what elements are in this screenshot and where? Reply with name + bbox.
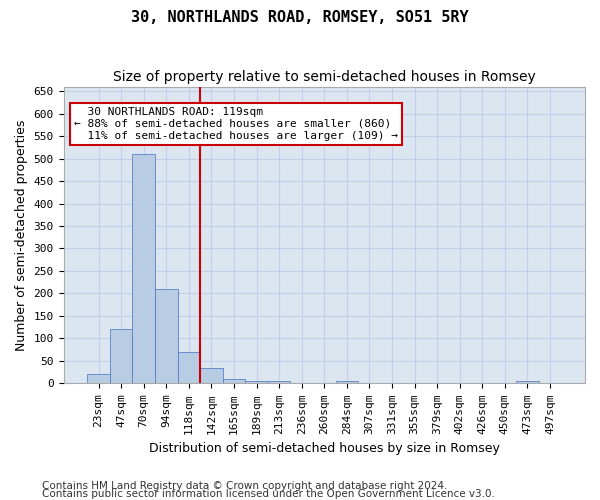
Bar [133,154,155,384]
Bar [245,381,268,384]
Title: Size of property relative to semi-detached houses in Romsey: Size of property relative to semi-detach… [113,70,536,84]
Bar [268,381,290,384]
Text: 30 NORTHLANDS ROAD: 119sqm  
← 88% of semi-detached houses are smaller (860)
  1: 30 NORTHLANDS ROAD: 119sqm ← 88% of semi… [74,108,398,140]
Bar [155,289,178,384]
Bar [110,330,133,384]
Text: 30, NORTHLANDS ROAD, ROMSEY, SO51 5RY: 30, NORTHLANDS ROAD, ROMSEY, SO51 5RY [131,10,469,25]
Bar [516,381,539,384]
Bar [87,374,110,384]
Bar [200,368,223,384]
X-axis label: Distribution of semi-detached houses by size in Romsey: Distribution of semi-detached houses by … [149,442,500,455]
Bar [223,379,245,384]
Bar [335,381,358,384]
Text: Contains HM Land Registry data © Crown copyright and database right 2024.: Contains HM Land Registry data © Crown c… [42,481,448,491]
Y-axis label: Number of semi-detached properties: Number of semi-detached properties [15,120,28,350]
Text: Contains public sector information licensed under the Open Government Licence v3: Contains public sector information licen… [42,489,495,499]
Bar [178,352,200,384]
